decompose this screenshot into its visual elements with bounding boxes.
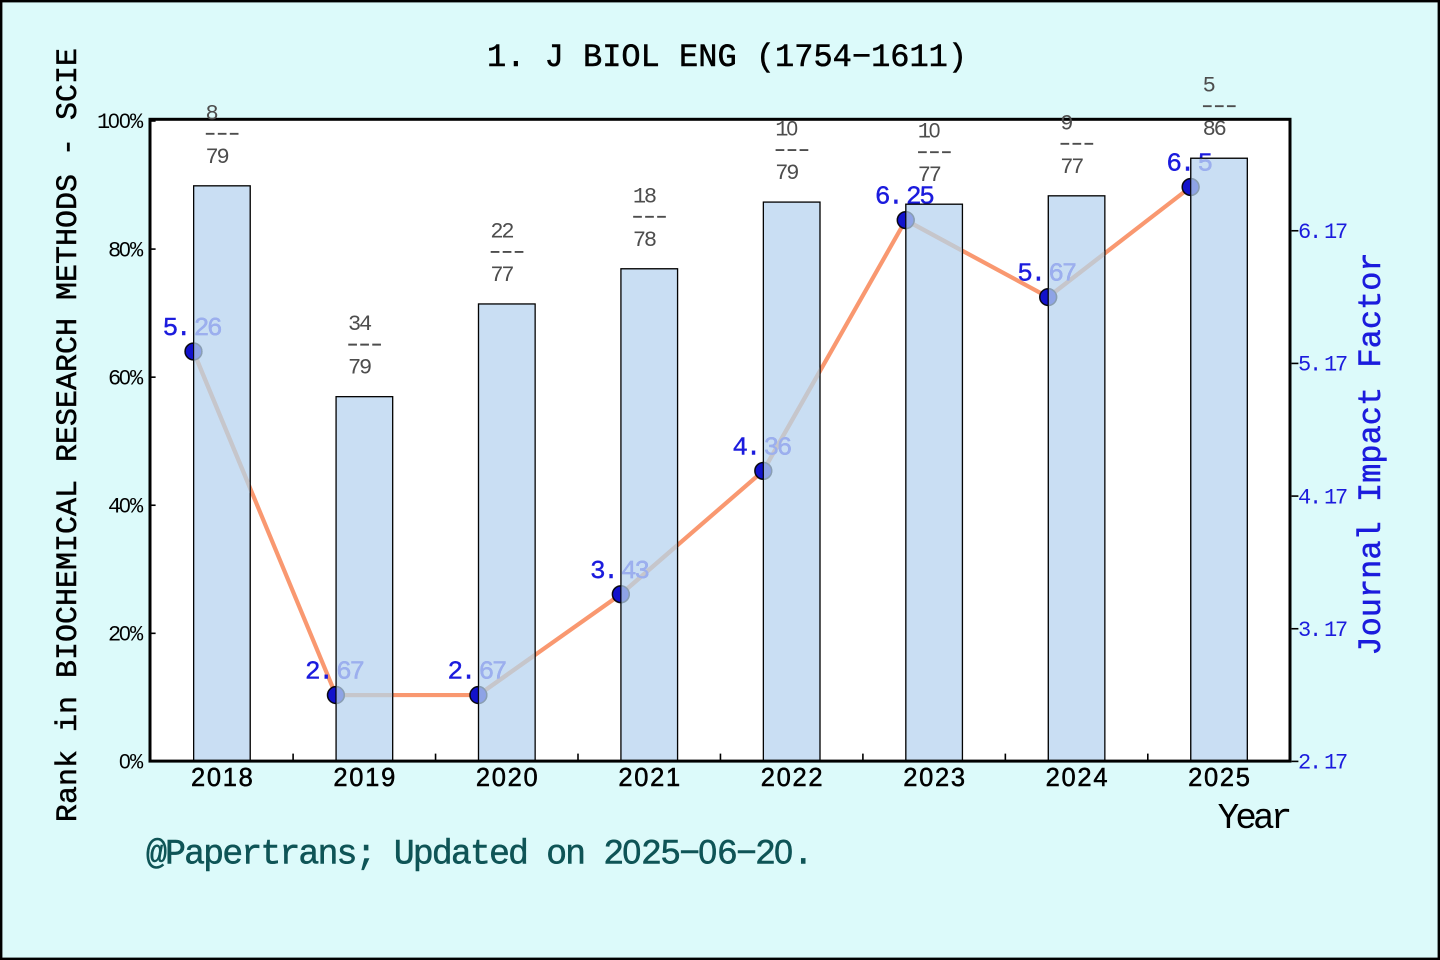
svg-text:1. J BIOL ENG (1754−1611): 1. J BIOL ENG (1754−1611) xyxy=(487,39,967,76)
svg-text:3.17: 3. 17 xyxy=(1298,618,1347,643)
svg-text:2019: 2019 xyxy=(333,764,397,792)
svg-text:2024: 2024 xyxy=(1046,764,1110,792)
svg-text:77: 77 xyxy=(490,263,513,288)
svg-text:@Papertrans; Updated on 2025−0: @Papertrans; Updated on 2025−06−20. xyxy=(146,834,812,875)
svg-text:4.17: 4. 17 xyxy=(1298,485,1347,510)
svg-text:34: 34 xyxy=(348,312,372,337)
svg-text:6.25: 6.25 xyxy=(875,182,933,212)
svg-text:5.26: 5.26 xyxy=(163,313,221,343)
svg-text:77: 77 xyxy=(1060,155,1083,180)
svg-text:2023: 2023 xyxy=(903,764,967,792)
svg-text:2.17: 2. 17 xyxy=(1298,751,1347,776)
svg-text:78: 78 xyxy=(633,228,656,253)
svg-text:5: 5 xyxy=(1203,74,1215,99)
svg-text:60%: 60% xyxy=(108,366,144,391)
svg-text:2021: 2021 xyxy=(618,764,682,792)
svg-text:10: 10 xyxy=(918,120,940,145)
svg-text:80%: 80% xyxy=(108,238,144,263)
svg-text:0%: 0% xyxy=(119,751,144,776)
svg-text:79: 79 xyxy=(348,356,371,381)
svg-text:2020: 2020 xyxy=(476,764,540,792)
svg-text:2025: 2025 xyxy=(1188,764,1252,792)
svg-text:9: 9 xyxy=(1060,111,1072,136)
svg-text:79: 79 xyxy=(775,161,798,186)
svg-text:2022: 2022 xyxy=(761,764,825,792)
svg-text:Year: Year xyxy=(1218,798,1290,839)
svg-text:86: 86 xyxy=(1203,117,1226,142)
svg-text:20%: 20% xyxy=(108,623,144,648)
svg-text:18: 18 xyxy=(633,184,656,209)
svg-text:5.17: 5. 17 xyxy=(1298,353,1347,378)
svg-text:8: 8 xyxy=(206,101,218,126)
svg-text:Rank in BIOCHEMICAL RESEARCH M: Rank in BIOCHEMICAL RESEARCH METHODS - S… xyxy=(52,48,86,822)
svg-text:6.17: 6. 17 xyxy=(1298,220,1347,245)
svg-text:10: 10 xyxy=(775,118,797,143)
svg-text:77: 77 xyxy=(918,163,941,188)
svg-text:79: 79 xyxy=(206,145,229,170)
svg-text:40%: 40% xyxy=(108,494,144,519)
svg-text:22: 22 xyxy=(490,219,513,244)
svg-text:100%: 100% xyxy=(97,110,144,135)
svg-text:Journal Impact Factor: Journal Impact Factor xyxy=(1353,252,1390,655)
svg-text:2018: 2018 xyxy=(191,764,255,792)
